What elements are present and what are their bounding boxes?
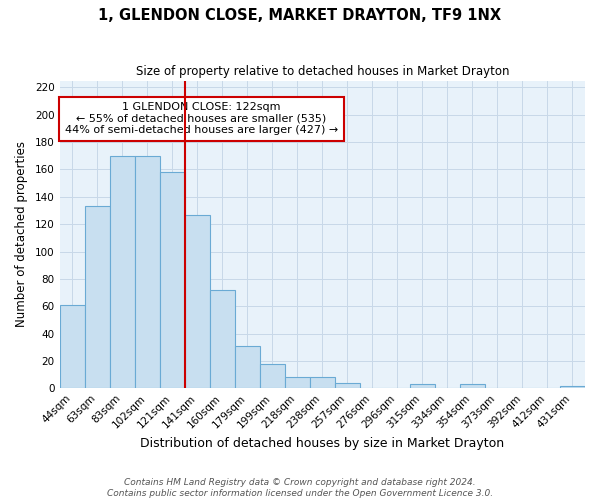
Bar [310, 378, 335, 388]
Bar [460, 384, 485, 388]
X-axis label: Distribution of detached houses by size in Market Drayton: Distribution of detached houses by size … [140, 437, 505, 450]
Bar [160, 172, 185, 388]
Title: Size of property relative to detached houses in Market Drayton: Size of property relative to detached ho… [136, 65, 509, 78]
Bar [185, 214, 209, 388]
Bar [410, 384, 435, 388]
Bar [85, 206, 110, 388]
Bar [134, 156, 160, 388]
Text: Contains HM Land Registry data © Crown copyright and database right 2024.
Contai: Contains HM Land Registry data © Crown c… [107, 478, 493, 498]
Y-axis label: Number of detached properties: Number of detached properties [15, 142, 28, 328]
Bar [335, 383, 360, 388]
Bar [110, 156, 134, 388]
Bar [235, 346, 260, 389]
Bar [260, 364, 285, 388]
Bar [209, 290, 235, 388]
Bar [59, 305, 85, 388]
Bar [285, 378, 310, 388]
Text: 1, GLENDON CLOSE, MARKET DRAYTON, TF9 1NX: 1, GLENDON CLOSE, MARKET DRAYTON, TF9 1N… [98, 8, 502, 22]
Text: 1 GLENDON CLOSE: 122sqm
← 55% of detached houses are smaller (535)
44% of semi-d: 1 GLENDON CLOSE: 122sqm ← 55% of detache… [65, 102, 338, 136]
Bar [560, 386, 585, 388]
